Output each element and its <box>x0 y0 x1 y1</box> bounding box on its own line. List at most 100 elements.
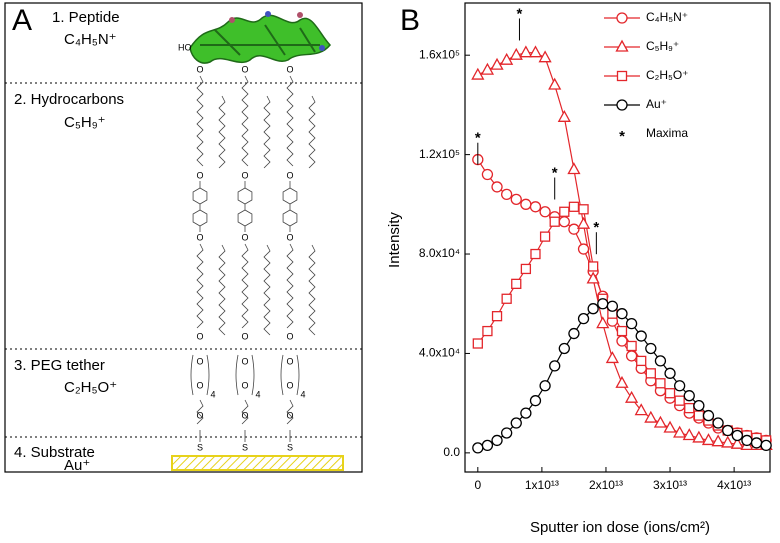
marker <box>577 312 590 325</box>
legend-label: C₄H₅N⁺ <box>646 10 688 24</box>
y-tick-label: 1.2x10⁵ <box>419 147 460 161</box>
marker <box>588 261 599 272</box>
marker <box>730 436 744 449</box>
atom <box>297 12 303 18</box>
marker <box>616 325 628 337</box>
alkyl-chain <box>196 75 204 167</box>
side-chain <box>218 95 226 169</box>
marker <box>625 317 638 330</box>
marker <box>636 355 647 367</box>
maxima-marker: * <box>517 5 523 22</box>
marker <box>616 12 628 24</box>
atom-label: O <box>286 356 293 366</box>
atom-label: O <box>241 410 248 420</box>
marker <box>750 437 763 449</box>
layer-ion: C₂H₅O⁺ <box>64 379 117 396</box>
atom-label: O <box>241 356 248 366</box>
peg-bracket <box>280 354 300 396</box>
marker <box>472 442 484 454</box>
marker <box>576 216 591 229</box>
atom-label: O <box>241 380 248 390</box>
layer-title: 2. Hydrocarbons <box>14 91 124 108</box>
x-axis-label: Sputter ion dose (ions/cm²) <box>530 519 710 536</box>
marker <box>500 427 513 439</box>
y-axis-label: Intensity <box>386 212 403 268</box>
peptide <box>189 14 332 64</box>
marker <box>568 223 580 235</box>
legend-label: Maxima <box>646 126 688 140</box>
atom-label: O <box>241 170 248 180</box>
marker <box>491 434 503 447</box>
marker <box>559 206 570 217</box>
atom-label: O <box>286 331 293 341</box>
marker <box>693 410 705 421</box>
marker <box>529 201 542 213</box>
marker <box>511 278 522 290</box>
atom-label: S <box>197 442 203 452</box>
marker <box>538 50 552 63</box>
marker <box>558 342 570 355</box>
layer-ion: C₅H₉⁺ <box>64 114 106 131</box>
marker <box>683 390 695 402</box>
atom-label: O <box>196 170 203 180</box>
layer-title: 1. Peptide <box>52 9 120 26</box>
marker <box>472 338 483 349</box>
marker <box>520 263 532 275</box>
benzene-ring <box>237 209 253 227</box>
marker <box>760 439 772 452</box>
x-tick-label: 4x10¹³ <box>717 478 751 492</box>
panel-frame <box>4 2 363 473</box>
x-tick-label: 1x10¹³ <box>525 478 559 492</box>
marker <box>635 330 647 342</box>
atom-label: 4 <box>210 389 215 399</box>
side-chain <box>218 244 226 336</box>
marker <box>624 390 639 403</box>
alkyl-chain <box>286 243 294 329</box>
marker <box>557 109 571 122</box>
marker <box>568 201 580 212</box>
atom-label: O <box>286 64 293 74</box>
atom-label: O <box>196 380 203 390</box>
marker <box>664 388 676 399</box>
marker <box>616 308 628 320</box>
marker <box>664 367 676 379</box>
alkyl-chain <box>286 75 294 167</box>
marker <box>616 335 628 347</box>
layer-ion: C₄H₅N⁺ <box>64 31 117 48</box>
marker <box>626 340 637 352</box>
marker <box>693 399 705 412</box>
side-chain <box>308 244 316 336</box>
marker <box>722 424 734 437</box>
marker <box>605 351 619 364</box>
atom-label: O <box>196 356 203 366</box>
peg-bracket <box>190 354 210 396</box>
atom-label: O <box>286 380 293 390</box>
layer-title: 3. PEG tether <box>14 357 105 374</box>
x-tick-label: 0 <box>474 478 481 492</box>
atom-label: O <box>196 64 203 74</box>
atom-label: 4 <box>255 389 260 399</box>
atom <box>265 11 271 17</box>
marker <box>674 395 685 406</box>
marker <box>568 327 580 340</box>
marker <box>587 303 599 315</box>
marker <box>606 300 619 312</box>
atom-label: O <box>196 410 203 420</box>
marker <box>567 162 581 175</box>
y-tick-label: 8.0x10⁴ <box>419 246 460 260</box>
benzene-ring <box>282 209 298 227</box>
marker <box>634 403 648 416</box>
side-chain <box>263 95 271 169</box>
marker <box>741 434 753 447</box>
marker <box>654 355 667 367</box>
marker <box>500 188 513 201</box>
marker <box>674 380 686 392</box>
marker <box>673 425 687 438</box>
marker <box>491 311 503 322</box>
panel-a: A 1. Peptide C₄H₅N⁺ 2. Hydrocarbons C₅H₉… <box>4 2 363 474</box>
marker <box>684 402 695 414</box>
marker <box>644 410 658 423</box>
marker <box>481 439 494 452</box>
peptide-backbone <box>200 24 320 56</box>
